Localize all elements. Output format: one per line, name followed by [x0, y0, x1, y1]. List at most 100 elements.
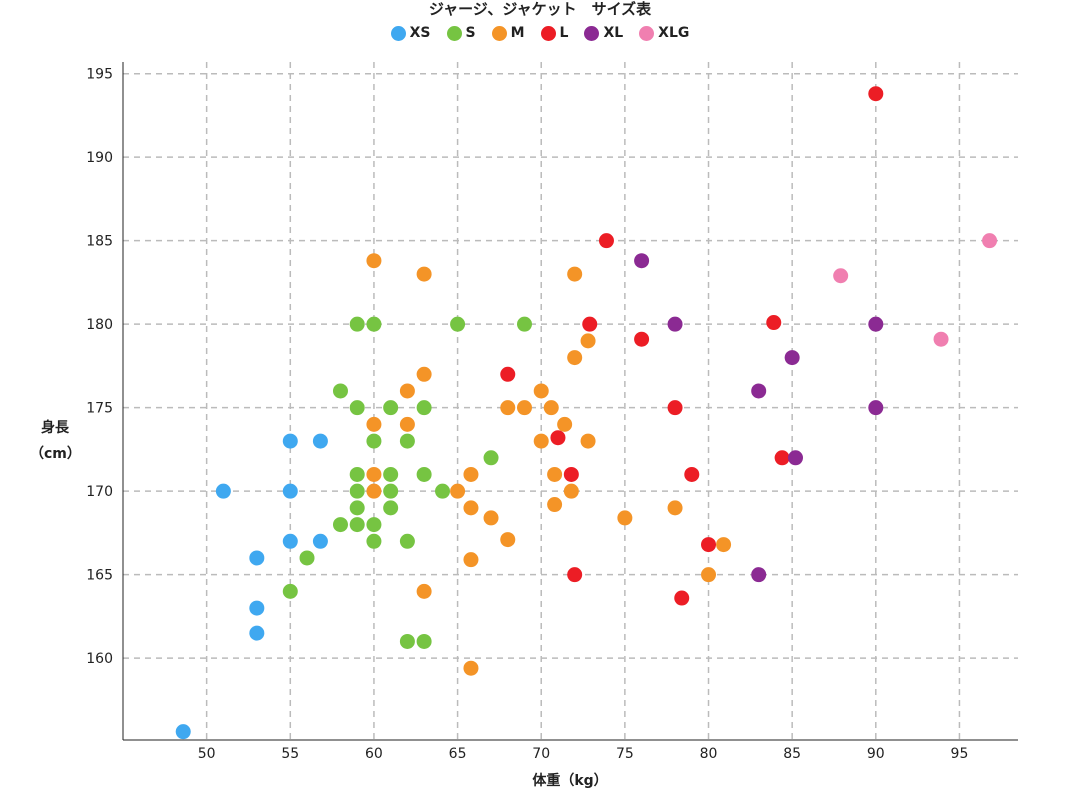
data-point-m	[557, 416, 573, 432]
data-point-m	[399, 416, 415, 432]
data-point-xs	[282, 433, 298, 449]
y-tick-label: 180	[86, 317, 113, 333]
data-point-xl	[788, 450, 804, 466]
data-point-m	[416, 266, 432, 282]
data-point-s	[450, 316, 466, 332]
data-point-s	[366, 433, 382, 449]
data-point-s	[332, 517, 348, 533]
data-point-m	[366, 466, 382, 482]
data-point-s	[383, 500, 399, 516]
data-point-xs	[312, 533, 328, 549]
data-point-xl	[751, 567, 767, 583]
legend-item-s[interactable]: S	[446, 25, 476, 41]
data-point-s	[399, 433, 415, 449]
data-point-m	[667, 500, 683, 516]
x-tick-label: 55	[281, 746, 299, 762]
data-point-s	[416, 400, 432, 416]
data-point-m	[533, 383, 549, 399]
legend-label: M	[510, 25, 525, 41]
y-tick-label: 195	[86, 67, 113, 83]
legend-marker	[491, 25, 507, 41]
y-tick-label: 160	[86, 651, 113, 667]
legend-label: L	[559, 25, 569, 41]
legend-marker	[390, 25, 406, 41]
data-point-xl	[667, 316, 683, 332]
data-point-s	[366, 533, 382, 549]
x-tick-label: 70	[532, 746, 550, 762]
data-point-m	[547, 497, 563, 513]
data-point-s	[349, 400, 365, 416]
data-point-m	[463, 552, 479, 568]
data-point-s	[299, 550, 315, 566]
data-point-m	[567, 350, 583, 366]
data-point-l	[868, 86, 884, 102]
data-point-m	[567, 266, 583, 282]
data-point-l	[674, 590, 690, 606]
data-point-l	[766, 315, 782, 331]
legend-label: XS	[409, 25, 431, 41]
data-point-l	[774, 450, 790, 466]
legend-marker	[584, 25, 600, 41]
data-point-m	[516, 400, 532, 416]
data-point-m	[500, 400, 516, 416]
data-point-m	[617, 510, 633, 526]
data-point-s	[366, 517, 382, 533]
data-point-s	[435, 483, 451, 499]
x-tick-label: 60	[365, 746, 383, 762]
data-point-xs	[282, 533, 298, 549]
data-point-xs	[215, 483, 231, 499]
data-point-s	[383, 466, 399, 482]
data-point-l	[667, 400, 683, 416]
data-point-xs	[312, 433, 328, 449]
legend: XS S M L XL XLG	[0, 25, 1080, 41]
data-point-m	[463, 466, 479, 482]
legend-label: XL	[603, 25, 624, 41]
x-tick-label: 50	[198, 746, 216, 762]
data-point-l	[701, 537, 717, 553]
data-point-xs	[249, 550, 265, 566]
legend-item-xlg[interactable]: XLG	[639, 25, 689, 41]
data-point-xlg	[933, 331, 949, 347]
y-tick-label: 170	[86, 484, 113, 500]
data-point-s	[399, 633, 415, 649]
data-point-xl	[868, 400, 884, 416]
legend-item-xs[interactable]: XS	[390, 25, 431, 41]
data-point-xl	[868, 316, 884, 332]
data-point-m	[366, 253, 382, 269]
legend-marker	[446, 25, 462, 41]
y-tick-label: 190	[86, 150, 113, 166]
data-point-m	[450, 483, 466, 499]
data-point-s	[483, 450, 499, 466]
y-axis-label-line2: （cm）	[30, 446, 81, 462]
data-point-m	[463, 500, 479, 516]
data-point-s	[282, 583, 298, 599]
data-point-s	[332, 383, 348, 399]
data-point-m	[416, 583, 432, 599]
x-axis-label: 体重（kg）	[532, 773, 608, 789]
data-point-l	[582, 316, 598, 332]
data-point-m	[463, 660, 479, 676]
data-point-l	[634, 331, 650, 347]
y-axis-label-line1: 身長	[41, 420, 69, 436]
data-point-xl	[751, 383, 767, 399]
data-point-m	[547, 466, 563, 482]
data-point-xl	[784, 350, 800, 366]
data-point-m	[580, 333, 596, 349]
data-point-s	[516, 316, 532, 332]
data-point-xs	[249, 600, 265, 616]
x-tick-label: 75	[616, 746, 634, 762]
y-tick-label: 175	[86, 401, 113, 417]
data-point-m	[483, 510, 499, 526]
chart-title: ジャージ、ジャケット サイズ表	[428, 0, 652, 18]
legend-item-m[interactable]: M	[491, 25, 525, 41]
data-point-m	[701, 567, 717, 583]
x-tick-label: 90	[867, 746, 885, 762]
legend-item-l[interactable]: L	[540, 25, 569, 41]
data-point-l	[500, 366, 516, 382]
data-point-s	[383, 400, 399, 416]
legend-item-xl[interactable]: XL	[584, 25, 623, 41]
data-point-s	[383, 483, 399, 499]
x-tick-label: 95	[951, 746, 969, 762]
data-point-s	[349, 483, 365, 499]
data-point-s	[349, 316, 365, 332]
